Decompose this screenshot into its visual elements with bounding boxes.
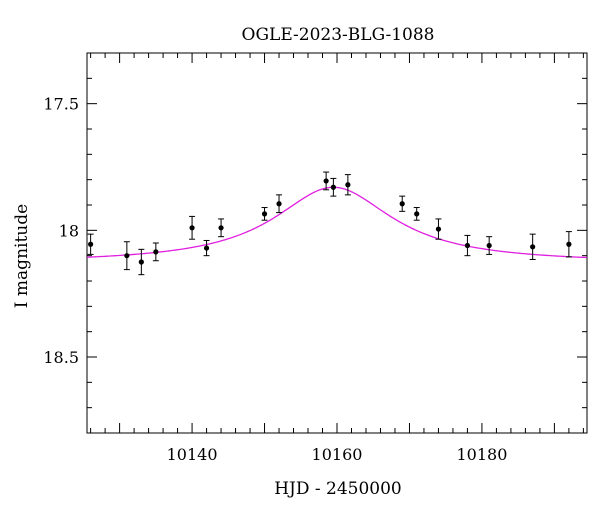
point-marker <box>276 201 282 207</box>
data-points <box>87 171 572 276</box>
y-tick-label: 18.5 <box>43 348 79 367</box>
point-marker <box>399 201 405 207</box>
data-point <box>123 241 130 271</box>
data-point <box>138 248 145 276</box>
data-point <box>261 207 268 221</box>
point-marker <box>530 244 536 250</box>
data-point <box>330 177 337 197</box>
point-marker <box>153 249 159 255</box>
data-point <box>529 233 536 260</box>
x-axis-label: HJD - 2450000 <box>274 479 402 499</box>
y-axis-label: I magnitude <box>12 204 32 308</box>
data-point <box>218 218 225 238</box>
point-marker <box>124 253 130 259</box>
point-marker <box>323 178 329 184</box>
x-tick-label: 10140 <box>167 445 218 464</box>
plot-frame <box>86 52 588 434</box>
model-curve <box>86 186 588 259</box>
x-tick-label: 10160 <box>312 445 363 464</box>
point-marker <box>330 184 336 190</box>
point-marker <box>138 259 144 265</box>
data-point <box>565 231 572 258</box>
chart-title: OGLE-2023-BLG-1088 <box>242 25 435 45</box>
data-point <box>413 207 420 221</box>
data-point <box>486 236 493 255</box>
data-point <box>399 195 406 212</box>
point-marker <box>464 242 471 249</box>
axis-tick-labels: 10140 10160 10180 17.5 18 18.5 <box>43 95 507 464</box>
point-marker <box>203 245 210 251</box>
data-point <box>344 174 351 196</box>
point-marker <box>345 182 351 188</box>
point-marker <box>566 241 572 247</box>
point-marker <box>435 226 442 232</box>
data-point <box>276 194 283 214</box>
data-point <box>464 234 471 257</box>
data-point <box>203 239 210 257</box>
data-point <box>152 242 159 262</box>
point-marker <box>88 241 94 247</box>
point-marker <box>189 225 195 231</box>
point-marker <box>486 242 492 249</box>
x-tick-label: 10180 <box>456 445 507 464</box>
point-marker <box>261 211 268 217</box>
axis-ticks <box>87 52 587 434</box>
point-marker <box>218 225 224 231</box>
data-point <box>189 215 196 240</box>
y-tick-label: 18 <box>59 221 79 240</box>
point-marker <box>414 211 420 217</box>
data-point <box>87 233 94 255</box>
data-point <box>323 171 330 191</box>
data-point <box>435 218 442 240</box>
y-tick-label: 17.5 <box>43 95 79 114</box>
